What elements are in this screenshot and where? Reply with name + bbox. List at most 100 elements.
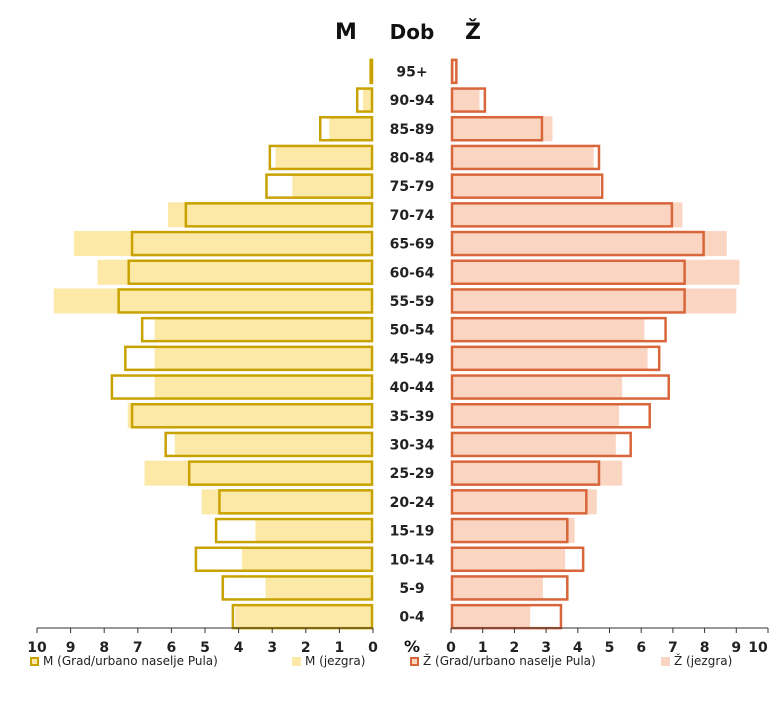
age-label: 55-59: [390, 294, 435, 310]
tick-label-right: 10: [748, 640, 768, 656]
tick-label-right: 2: [510, 640, 520, 656]
tick-label-left: 3: [267, 640, 277, 656]
tick-label-right: 1: [478, 640, 488, 656]
bar-fill-left-6: [73, 231, 374, 257]
age-label: 15-19: [390, 524, 435, 540]
legend-label-z-jezgra: Ž (jezgra): [674, 654, 733, 668]
tick-label-left: 6: [167, 640, 177, 656]
bar-outline-left-7: [127, 259, 374, 285]
age-label: 95+: [396, 64, 427, 80]
age-label: 70-74: [390, 208, 435, 224]
bar-outline-right-9: [450, 316, 667, 343]
legend-swatch-z-grad: [410, 656, 419, 666]
legend-item-z-grad: Ž (Grad/urbano naselje Pula): [410, 654, 596, 668]
bar-outline-right-18: [450, 575, 569, 601]
tick-label-left: 5: [200, 640, 210, 656]
bar-fill-left-3: [275, 144, 373, 170]
bar-fill-left-7: [97, 259, 373, 285]
tick-label-left: 4: [234, 640, 244, 656]
age-label: 75-79: [390, 179, 435, 195]
bar-outline-left-6: [130, 230, 374, 257]
bar-fill-left-11: [154, 374, 373, 400]
bar-outline-left-8: [117, 288, 374, 314]
legend-swatch-z-jezgra: [661, 656, 670, 666]
bar-fill-left-8: [53, 288, 374, 314]
bar-fill-left-15: [201, 489, 373, 515]
bar-outline-left-10: [124, 345, 374, 372]
age-label: 90-94: [390, 93, 435, 109]
bar-outline-left-4: [265, 173, 374, 199]
bar-fill-left-10: [154, 345, 373, 371]
axis-unit-label: %: [404, 637, 420, 656]
bar-outline-right-1: [450, 87, 487, 113]
bar-fill-right-4: [451, 173, 600, 199]
bar-outline-left-18: [221, 575, 374, 601]
tick-label-left: 2: [301, 640, 311, 656]
bar-outline-right-10: [450, 345, 661, 372]
age-label: 85-89: [390, 122, 435, 138]
bar-fill-left-9: [154, 317, 373, 343]
age-label: 20-24: [390, 495, 435, 511]
legend-label-z-grad: Ž (Grad/urbano naselje Pula): [423, 654, 596, 668]
bar-outline-left-12: [130, 403, 374, 429]
bar-outline-left-1: [355, 87, 374, 113]
bar-fill-left-17: [241, 546, 373, 572]
age-label: 10-14: [390, 552, 435, 568]
tick-label-right: 0: [446, 640, 456, 656]
bar-outline-right-14: [450, 460, 601, 486]
bar-outline-right-3: [450, 144, 601, 171]
header-z: Ž: [465, 19, 481, 45]
tick-label-right: 5: [605, 640, 615, 656]
age-label: 5-9: [399, 581, 424, 597]
bar-outline-left-14: [187, 460, 374, 486]
legend: M (Grad/urbano naselje Pula) M (jezgra) …: [0, 654, 773, 674]
bar-fill-right-14: [451, 460, 623, 486]
legend-item-m-jezgra: M (jezgra): [292, 654, 365, 668]
bar-fill-right-6: [451, 231, 727, 257]
bar-fill-right-5: [451, 202, 683, 228]
age-label: 25-29: [390, 466, 435, 482]
bar-fill-right-17: [451, 546, 566, 572]
bar-outline-left-15: [218, 489, 374, 515]
bar-fill-right-13: [451, 431, 616, 457]
bar-fill-right-9: [451, 317, 645, 343]
bar-outline-right-4: [450, 173, 604, 199]
bar-outline-right-2: [450, 116, 544, 142]
bar-outline-left-0: [369, 58, 374, 85]
age-label: 65-69: [390, 237, 435, 253]
tick-label-left: 0: [368, 640, 378, 656]
bar-outline-right-17: [450, 546, 585, 572]
bar-outline-right-16: [450, 517, 569, 544]
tick-label-left: 10: [27, 640, 47, 656]
bar-fill-right-15: [451, 489, 597, 515]
tick-label-right: 7: [668, 640, 678, 656]
tick-label-right: 3: [541, 640, 551, 656]
bar-fill-left-12: [127, 403, 373, 429]
tick-label-right: 6: [636, 640, 646, 656]
bar-outline-right-15: [450, 489, 588, 515]
header-m: M: [335, 20, 357, 45]
bar-fill-right-8: [451, 288, 737, 314]
bar-fill-left-2: [329, 116, 373, 142]
bar-outline-right-7: [450, 259, 686, 285]
legend-swatch-m-grad: [30, 656, 39, 666]
bar-fill-left-5: [168, 202, 373, 228]
bar-outline-left-2: [318, 116, 374, 142]
bar-outline-right-11: [450, 374, 670, 400]
bar-fill-right-18: [451, 575, 543, 601]
bar-fill-right-3: [451, 144, 594, 170]
bar-fill-left-14: [144, 460, 373, 486]
bar-outline-left-13: [164, 431, 374, 458]
bar-fill-left-13: [174, 431, 373, 457]
bar-outline-right-12: [450, 403, 651, 429]
bar-fill-right-10: [451, 345, 648, 371]
age-label: 35-39: [390, 409, 435, 425]
bar-outline-left-16: [214, 517, 374, 544]
age-label: 45-49: [390, 351, 435, 367]
bar-fill-right-16: [451, 518, 575, 544]
bar-fill-left-1: [362, 87, 373, 113]
age-label: 40-44: [390, 380, 435, 396]
bar-outline-right-0: [450, 58, 458, 85]
legend-label-m-grad: M (Grad/urbano naselje Pula): [43, 654, 218, 668]
